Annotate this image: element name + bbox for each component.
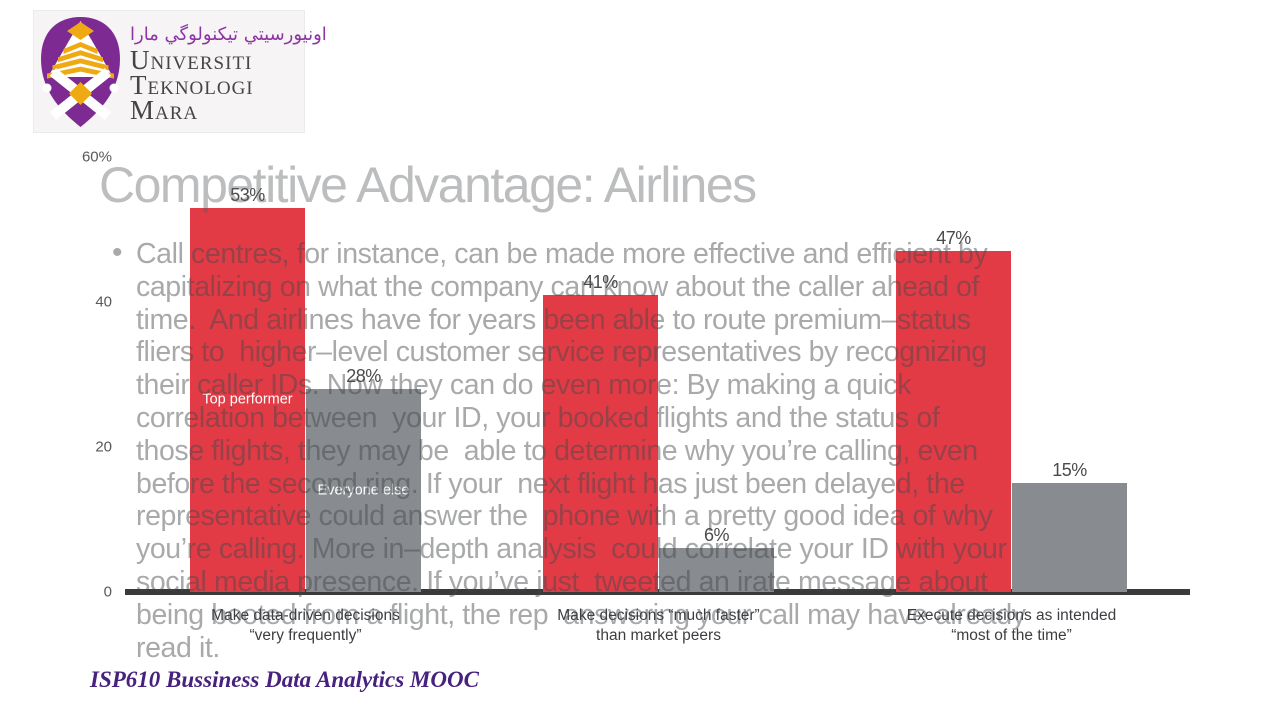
university-name-line-3: Mara (130, 95, 199, 125)
x-axis-category-label: Make data-driven decisions “very frequent… (211, 606, 400, 646)
x-axis-category-label: Execute decisions as intended “most of th… (907, 606, 1116, 646)
y-axis-tick-label: 20 (95, 438, 112, 456)
x-axis-category-line: Make decisions “much faster” (557, 607, 760, 624)
bar-value-label: 41% (583, 272, 618, 292)
bar-top-performer (543, 295, 658, 592)
bar-series-label: Everyone else (317, 482, 410, 498)
x-axis-category-line: than market peers (596, 627, 721, 644)
bar-everyone-else (659, 548, 774, 592)
university-logo-text: اونيورسيتي تيكنولوگي مارا Universiti Tek… (122, 20, 333, 125)
x-axis-category-line: “most of the time” (951, 627, 1072, 644)
bar-top-performer (190, 208, 305, 592)
bar-value-label: 15% (1052, 460, 1087, 480)
bar-series-label: Top performer (202, 391, 293, 408)
x-axis-line (125, 589, 1190, 595)
bar-value-label: 28% (346, 366, 381, 386)
university-arabic-title: اونيورسيتي تيكنولوگي مارا (130, 24, 327, 45)
bar-everyone-else (306, 389, 421, 592)
x-axis-category-line: Execute decisions as intended (906, 607, 1117, 624)
university-logo-card: اونيورسيتي تيكنولوگي مارا Universiti Tek… (33, 10, 327, 133)
bar-top-performer (896, 251, 1011, 592)
bar-value-label: 47% (936, 228, 971, 248)
x-axis-category-label: Make decisions “much faster” than market … (557, 606, 759, 646)
x-axis-category-line: “very frequently” (249, 627, 362, 644)
y-axis-tick-label: 60% (81, 148, 112, 166)
university-name-line-2: Teknologi (130, 70, 254, 100)
course-caption: ISP610 Bussiness Data Analytics MOOC (90, 667, 479, 692)
bar-everyone-else (1012, 483, 1127, 592)
y-axis-tick-label: 40 (95, 293, 112, 311)
bar-value-label: 53% (230, 185, 265, 205)
x-axis-category-line: Make data-driven decisions (211, 607, 400, 624)
uitm-emblem-icon (41, 16, 120, 127)
y-axis-tick-label: 0 (103, 583, 112, 601)
bar-value-label: 6% (703, 525, 730, 545)
university-name-line-1: Universiti (130, 45, 253, 75)
